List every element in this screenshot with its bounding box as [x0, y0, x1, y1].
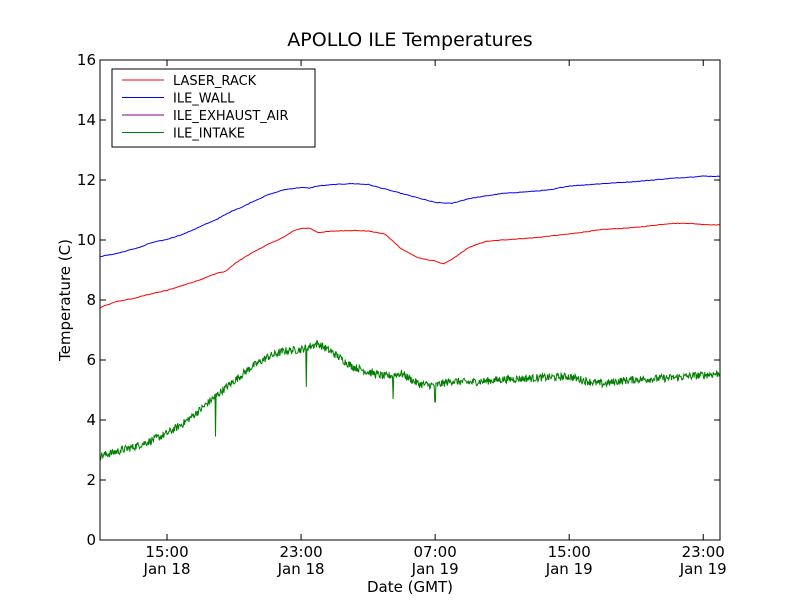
legend-label: LASER_RACK — [173, 74, 257, 89]
x-tick-label-time: 15:00 — [548, 543, 591, 561]
y-tick-label: 14 — [77, 111, 96, 129]
y-tick-label: 16 — [77, 51, 96, 69]
y-axis-label: Temperature (C) — [56, 239, 74, 362]
x-tick-label-date: Jan 19 — [679, 560, 727, 578]
legend-label: ILE_INTAKE — [173, 127, 245, 142]
legend-box — [111, 68, 316, 148]
y-tick-label: 8 — [86, 291, 96, 309]
legend: LASER_RACK ILE_WALL ILE_EXHAUST_AIR ILE_INT… — [111, 68, 316, 148]
y-tick-label: 6 — [86, 351, 96, 369]
x-axis-label: Date (GMT) — [367, 578, 453, 596]
legend-label: ILE_WALL — [173, 92, 235, 107]
x-tick-label-time: 15:00 — [145, 543, 188, 561]
x-tick-label-time: 23:00 — [682, 543, 725, 561]
series-line-laser-rack — [100, 222, 720, 308]
x-tick-label-date: Jan 18 — [277, 560, 325, 578]
y-tick-label: 12 — [77, 171, 96, 189]
series-line-ile-intake — [100, 339, 720, 461]
y-tick-label: 4 — [86, 411, 96, 429]
x-tick-label-time: 07:00 — [414, 543, 457, 561]
x-tick-label-date: Jan 19 — [411, 560, 459, 578]
series-layer — [100, 175, 720, 461]
chart-title: APOLLO ILE Temperatures — [287, 29, 532, 51]
y-tick-label: 0 — [86, 531, 96, 549]
y-tick-label: 2 — [86, 471, 96, 489]
y-tick-label: 10 — [77, 231, 96, 249]
x-tick-label-date: Jan 19 — [545, 560, 593, 578]
x-tick-label-date: Jan 18 — [143, 560, 191, 578]
x-tick-label-time: 23:00 — [279, 543, 322, 561]
legend-label: ILE_EXHAUST_AIR — [173, 109, 289, 124]
series-line-ile-wall — [100, 175, 720, 258]
